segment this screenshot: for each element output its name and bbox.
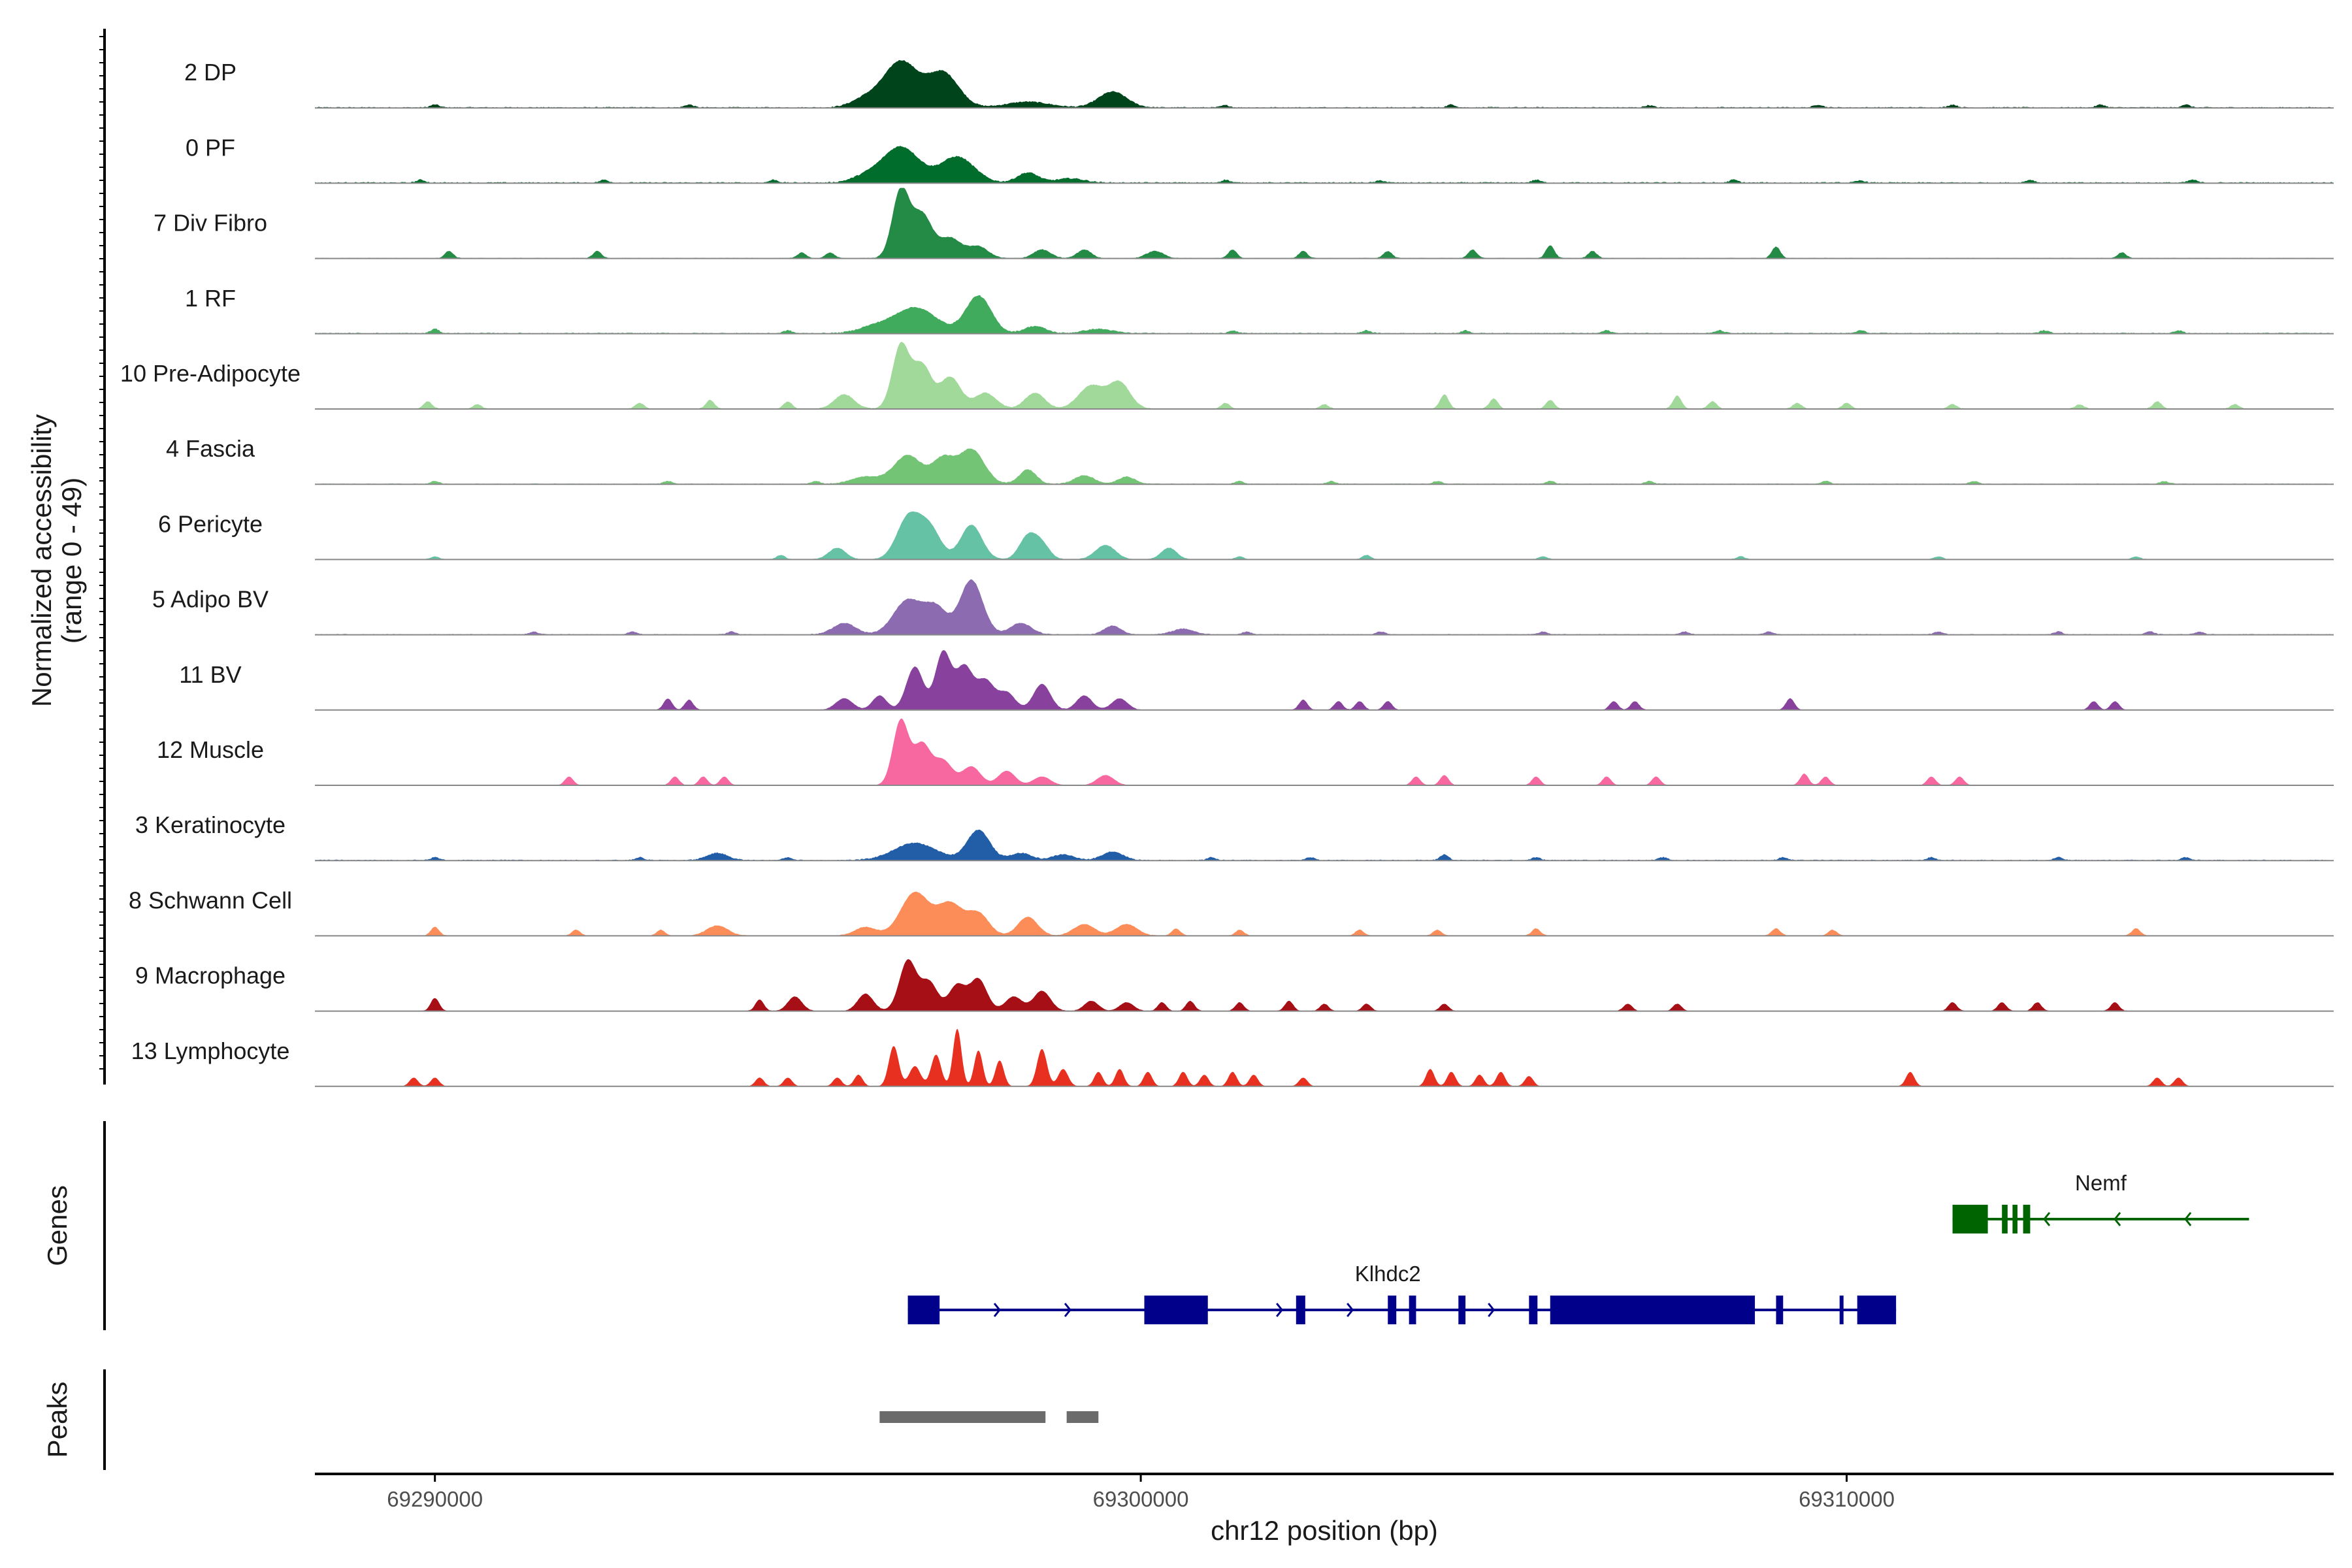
x-axis-title: chr12 position (bp) xyxy=(1211,1515,1438,1546)
gene-exon xyxy=(1857,1296,1897,1324)
track-label: 8 Schwann Cell xyxy=(129,887,292,913)
coverage-area xyxy=(315,511,2334,560)
coverage-area xyxy=(315,718,2334,785)
track: 4 Fascia xyxy=(166,435,2334,485)
track-label: 9 Macrophage xyxy=(135,962,286,989)
track: 5 Adipo BV xyxy=(152,579,2334,636)
strand-arrow xyxy=(1064,1303,1071,1317)
gene-exon xyxy=(2012,1205,2017,1233)
peaks-panel-title: Peaks xyxy=(42,1382,73,1458)
x-tick-label: 69300000 xyxy=(1093,1487,1189,1511)
gene-exon xyxy=(1776,1296,1784,1324)
track: 0 PF xyxy=(186,134,2334,184)
x-axis-ticks: 69290000 69300000 69310000 xyxy=(387,1474,1895,1511)
track-label: 3 Keratinocyte xyxy=(135,811,286,838)
coverage-area xyxy=(315,579,2334,635)
strand-arrow xyxy=(2043,1212,2051,1226)
coverage-area xyxy=(315,650,2334,710)
coverage-tracks: 2 DP 0 PF 7 Div Fibro 1 RF 10 Pre-Adipocyte 4… xyxy=(120,59,2334,1087)
track: 12 Muscle xyxy=(157,718,2334,786)
track-label: 0 PF xyxy=(186,134,235,161)
gene-exon xyxy=(907,1296,940,1324)
y-axis-title: Normalized accessibility xyxy=(26,414,57,707)
gene-exon xyxy=(1388,1296,1397,1324)
strand-arrow xyxy=(1275,1303,1284,1317)
strand-arrow xyxy=(2114,1212,2121,1226)
y-axis: Normalized accessibility (range 0 - 49) xyxy=(26,29,106,1085)
coverage-area xyxy=(315,1029,2334,1086)
track: 3 Keratinocyte xyxy=(135,811,2334,862)
coverage-area xyxy=(315,891,2334,936)
x-tick-label: 69310000 xyxy=(1799,1487,1895,1511)
gene-exon xyxy=(1952,1205,1988,1233)
track-label: 5 Adipo BV xyxy=(152,586,269,613)
track-label: 12 Muscle xyxy=(157,736,264,763)
track: 1 RF xyxy=(185,285,2334,335)
gene-exon xyxy=(1144,1296,1208,1324)
track: 7 Div Fibro xyxy=(154,188,2334,259)
coverage-area xyxy=(315,959,2334,1011)
coverage-area xyxy=(315,829,2334,861)
track: 6 Pericyte xyxy=(158,510,2334,561)
track-label: 4 Fascia xyxy=(166,435,255,462)
track-label: 11 BV xyxy=(179,661,241,688)
gene-exon xyxy=(1409,1296,1416,1324)
track-label: 1 RF xyxy=(185,285,236,312)
gene-exon xyxy=(1529,1296,1538,1324)
gene-exon xyxy=(2002,1205,2008,1233)
gene-exon xyxy=(1296,1296,1305,1324)
peak-regions xyxy=(879,1411,1099,1423)
coverage-area xyxy=(315,188,2334,259)
coverage-area xyxy=(315,146,2334,184)
track-label: 10 Pre-Adipocyte xyxy=(120,360,301,387)
track-label: 7 Div Fibro xyxy=(154,210,267,237)
genes-panel: Genes Klhdc2 Nemf xyxy=(42,1121,2249,1330)
peak-region xyxy=(879,1411,1046,1423)
track-label: 6 Pericyte xyxy=(158,510,263,537)
gene-exon xyxy=(1839,1296,1844,1324)
strand-arrow xyxy=(993,1303,1001,1317)
genes-panel-title: Genes xyxy=(42,1185,73,1266)
track: 10 Pre-Adipocyte xyxy=(120,342,2334,410)
track: 11 BV xyxy=(179,650,2334,711)
track-label: 2 DP xyxy=(184,59,237,86)
coverage-area xyxy=(315,342,2334,409)
coverage-area xyxy=(315,295,2334,334)
gene-model: Klhdc2 xyxy=(907,1262,1897,1324)
strand-arrow xyxy=(2184,1212,2192,1226)
peak-region xyxy=(1066,1411,1099,1423)
gene-label: Nemf xyxy=(2075,1171,2127,1195)
y-axis-subtitle: (range 0 - 49) xyxy=(56,478,87,644)
gene-label: Klhdc2 xyxy=(1355,1262,1421,1286)
gene-exon xyxy=(1550,1296,1756,1324)
strand-arrow xyxy=(1488,1303,1495,1317)
track: 2 DP xyxy=(184,59,2334,109)
y-axis-ticks xyxy=(99,36,105,1070)
gene-exon xyxy=(2023,1205,2031,1233)
peaks-panel: Peaks xyxy=(42,1369,1099,1470)
coverage-area xyxy=(315,448,2334,485)
coverage-area xyxy=(315,59,2334,108)
track-label: 13 Lymphocyte xyxy=(131,1037,290,1064)
gene-models: Klhdc2 Nemf xyxy=(907,1171,2249,1324)
track: 13 Lymphocyte xyxy=(131,1029,2334,1087)
x-tick-label: 69290000 xyxy=(387,1487,483,1511)
track: 8 Schwann Cell xyxy=(129,887,2334,937)
gene-model: Nemf xyxy=(1952,1171,2249,1233)
x-axis: 69290000 69300000 69310000 chr12 position … xyxy=(315,1473,2334,1546)
strand-arrow xyxy=(1347,1303,1354,1317)
track: 9 Macrophage xyxy=(135,959,2334,1012)
gene-exon xyxy=(1458,1296,1466,1324)
